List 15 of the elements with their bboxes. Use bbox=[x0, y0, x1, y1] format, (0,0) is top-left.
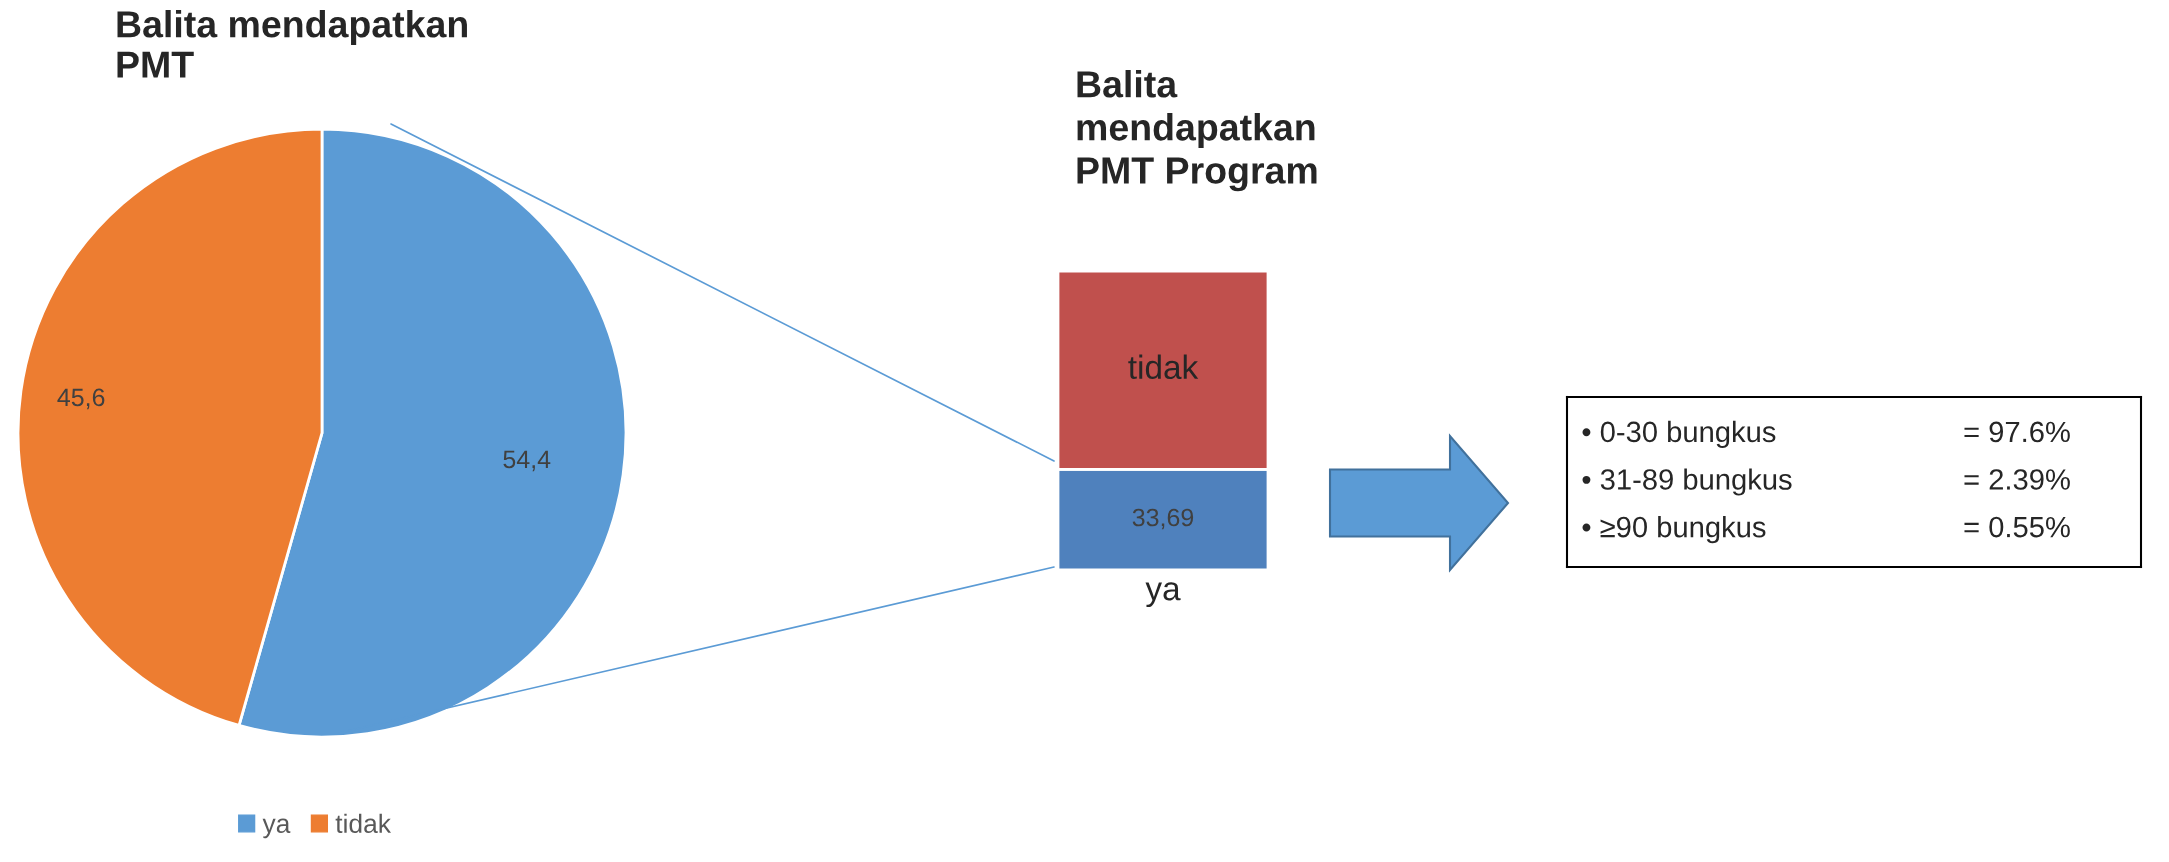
text: • ≥90 bungkus bbox=[1582, 516, 1766, 544]
text: = 97.6% bbox=[1964, 421, 2070, 443]
legend-label: ya bbox=[262, 818, 291, 839]
series-label: ya bbox=[1145, 582, 1181, 608]
text: • 31-89 bungkus bbox=[1582, 468, 1792, 496]
text: = 0.55% bbox=[1964, 516, 2070, 538]
series-label: tidak bbox=[1128, 354, 1199, 380]
data-label: 54,4 bbox=[503, 450, 551, 472]
data-label: 45,6 bbox=[57, 388, 105, 410]
text: = 2.39% bbox=[1964, 469, 2070, 490]
chart-title: Balita mendapatkan PMT Program bbox=[1077, 70, 1317, 192]
data-label: 33,69 bbox=[1132, 508, 1194, 530]
chart-title: Balita mendapatkan PMT bbox=[117, 10, 467, 78]
legend-label: tidak bbox=[335, 813, 392, 834]
text: • 0-30 bungkus bbox=[1582, 420, 1776, 448]
